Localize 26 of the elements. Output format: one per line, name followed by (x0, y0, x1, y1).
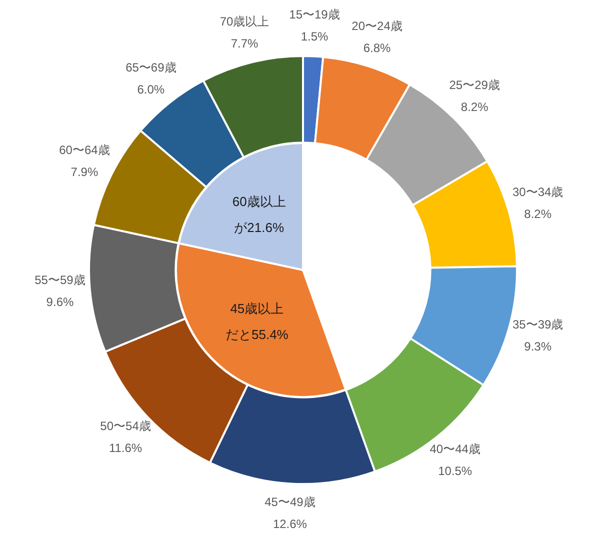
slice-label: 45〜49歳 (264, 494, 316, 509)
data-label: 7.9% (70, 164, 98, 179)
slice-label: 40〜44歳 (430, 442, 480, 456)
slice-label: 65〜69歳 (126, 60, 176, 75)
data-label: 6.0% (137, 82, 165, 97)
data-label: 1.5% (300, 30, 329, 44)
data-label: 12.6% (272, 516, 308, 531)
slice-label: 30〜34歳 (512, 185, 564, 200)
data-label: 8.2% (524, 207, 552, 222)
slice-label: 70歳以上 (220, 14, 270, 28)
data-label: 8.2% (460, 100, 489, 114)
data-label: 7.7% (230, 36, 258, 50)
slice-label: 35〜39歳 (512, 318, 564, 332)
slice-label: 15〜19歳 (289, 8, 340, 22)
slice-label: 50〜54歳 (100, 418, 151, 433)
data-label: 11.6% (108, 440, 142, 455)
data-label: 6.8% (363, 40, 392, 55)
slice-label: 25〜29歳 (449, 78, 500, 92)
data-label: 9.6% (46, 295, 74, 310)
slice-label: 55〜59歳 (34, 273, 86, 288)
data-label: 10.5% (438, 464, 472, 478)
text: 45歳以上だと55.4% (225, 301, 289, 342)
data-label: 9.3% (524, 340, 552, 354)
slice-label: 60〜64歳 (59, 142, 110, 157)
slice-label: 20〜24歳 (352, 18, 402, 33)
text: 60歳以上が21.6% (232, 194, 286, 236)
